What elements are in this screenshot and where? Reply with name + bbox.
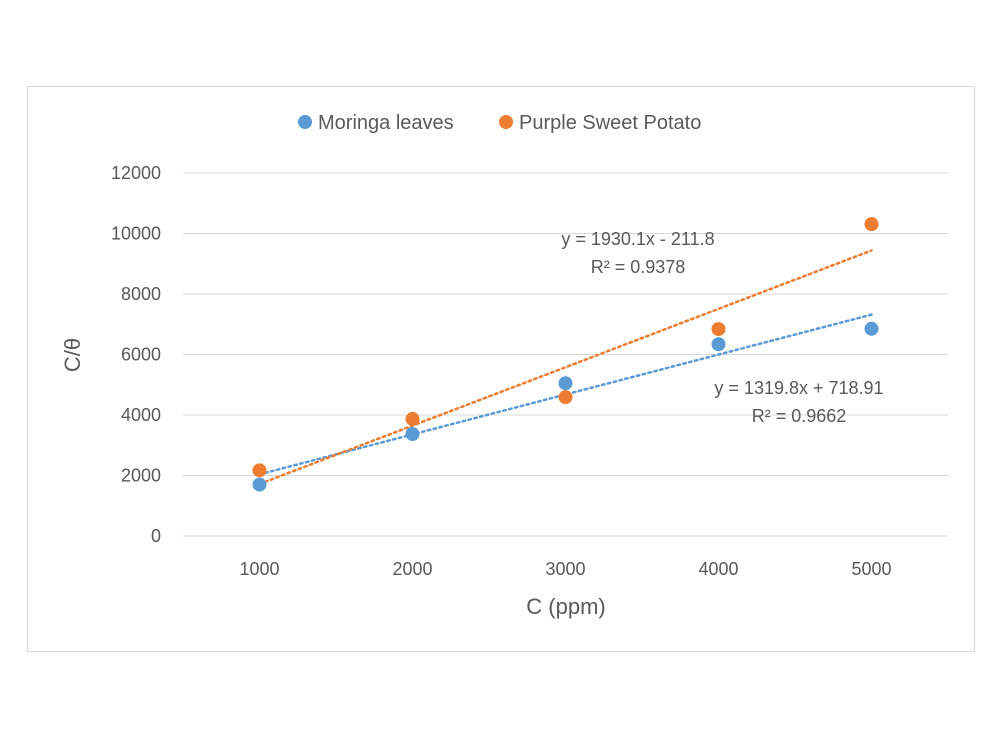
legend: Moringa leaves Purple Sweet Potato [298, 112, 701, 134]
trendline-label-purple-sweet-potato: y = 1930.1x - 211.8 R² = 0.9378 [561, 229, 714, 277]
y-axis-title: C/θ [60, 338, 85, 372]
y-tick-label: 0 [151, 526, 161, 546]
point-moringa [405, 427, 420, 442]
point-purple-sweet-potato [558, 390, 573, 405]
x-tick-label: 4000 [698, 559, 738, 579]
x-tick-label: 1000 [239, 559, 279, 579]
x-axis-title: C (ppm) [526, 594, 605, 619]
trendline-label-moringa: y = 1319.8x + 718.91 R² = 0.9662 [714, 378, 883, 426]
x-tick-label: 2000 [392, 559, 432, 579]
trendline-purple-sweet-potato [258, 249, 873, 486]
y-tick-label: 8000 [121, 284, 161, 304]
legend-label-moringa: Moringa leaves [318, 112, 454, 134]
x-tick-label: 5000 [851, 559, 891, 579]
trend-r2-moringa: R² = 0.9662 [752, 406, 847, 426]
y-tick-label: 4000 [121, 405, 161, 425]
trendline-moringa [258, 313, 873, 476]
gridlines [183, 172, 948, 537]
point-moringa [558, 376, 573, 391]
trend-r2-purple-sweet-potato: R² = 0.9378 [591, 257, 686, 277]
point-moringa [864, 321, 879, 336]
y-tick-label: 12000 [111, 163, 161, 183]
point-moringa [252, 477, 267, 492]
trendlines [258, 249, 873, 486]
point-moringa [711, 337, 726, 352]
x-axis-ticks: 1000 2000 3000 4000 5000 [239, 559, 891, 579]
point-purple-sweet-potato [252, 463, 267, 478]
scatter-chart: 0 2000 4000 6000 8000 10000 12000 1000 2000 3000… [60, 112, 948, 619]
y-axis-ticks: 0 2000 4000 6000 8000 10000 12000 [111, 163, 161, 546]
point-purple-sweet-potato [711, 322, 726, 337]
trend-equation-moringa: y = 1319.8x + 718.91 [714, 378, 883, 398]
point-purple-sweet-potato [405, 411, 420, 426]
x-tick-label: 3000 [545, 559, 585, 579]
legend-marker-moringa [298, 115, 312, 129]
y-tick-label: 2000 [121, 466, 161, 486]
data-points [252, 217, 879, 492]
chart-frame: 0 2000 4000 6000 8000 10000 12000 1000 2000 3000… [27, 86, 975, 652]
y-tick-label: 6000 [121, 345, 161, 365]
trend-equation-purple-sweet-potato: y = 1930.1x - 211.8 [561, 229, 714, 249]
y-tick-label: 10000 [111, 224, 161, 244]
legend-marker-purple-sweet-potato [499, 115, 513, 129]
legend-label-purple-sweet-potato: Purple Sweet Potato [519, 112, 701, 134]
point-purple-sweet-potato [864, 217, 879, 232]
